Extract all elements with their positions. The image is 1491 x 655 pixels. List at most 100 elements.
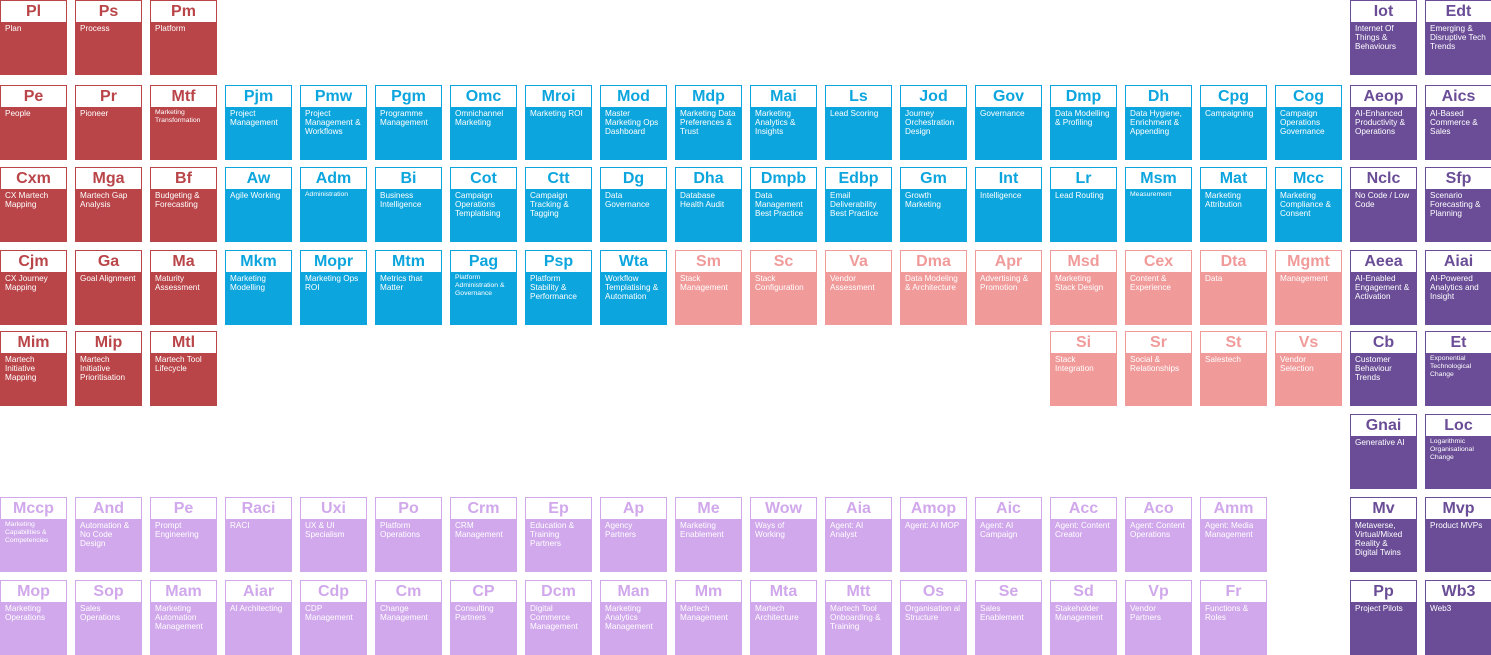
element-tile-mtt[interactable]: Mtt Martech Tool Onboarding & Training xyxy=(825,580,892,655)
element-tile-gov[interactable]: Gov Governance xyxy=(975,85,1042,160)
element-tile-aeop[interactable]: Aeop AI-Enhanced Productivity & Operation… xyxy=(1350,85,1417,160)
element-tile-pl[interactable]: Pl Plan xyxy=(0,0,67,75)
element-tile-mim[interactable]: Mim Martech Initiative Mapping xyxy=(0,331,67,406)
element-tile-crm[interactable]: Crm CRM Management xyxy=(450,497,517,572)
element-tile-msd[interactable]: Msd Marketing Stack Design xyxy=(1050,250,1117,325)
element-tile-mdp[interactable]: Mdp Marketing Data Preferences & Trust xyxy=(675,85,742,160)
element-tile-iot[interactable]: Iot Internet Of Things & Behaviours xyxy=(1350,0,1417,75)
element-tile-edt[interactable]: Edt Emerging & Disruptive Tech Trends xyxy=(1425,0,1491,75)
element-tile-aeea[interactable]: Aeea AI-Enabled Engagement & Activation xyxy=(1350,250,1417,325)
element-tile-int[interactable]: Int Intelligence xyxy=(975,167,1042,242)
element-tile-aiar[interactable]: Aiar AI Architecting xyxy=(225,580,292,655)
element-tile-wow[interactable]: Wow Ways of Working xyxy=(750,497,817,572)
element-tile-cjm[interactable]: Cjm CX Journey Mapping xyxy=(0,250,67,325)
element-tile-dcm[interactable]: Dcm Digital Commerce Management xyxy=(525,580,592,655)
element-tile-mod[interactable]: Mod Master Marketing Ops Dashboard xyxy=(600,85,667,160)
element-tile-lr[interactable]: Lr Lead Routing xyxy=(1050,167,1117,242)
element-tile-ps[interactable]: Ps Process xyxy=(75,0,142,75)
element-tile-ap[interactable]: Ap Agency Partners xyxy=(600,497,667,572)
element-tile-msm[interactable]: Msm Measurement xyxy=(1125,167,1192,242)
element-tile-mtm[interactable]: Mtm Metrics that Matter xyxy=(375,250,442,325)
element-tile-bi[interactable]: Bi Business Intelligence xyxy=(375,167,442,242)
element-tile-cpg[interactable]: Cpg Campaigning xyxy=(1200,85,1267,160)
element-tile-gm[interactable]: Gm Growth Marketing xyxy=(900,167,967,242)
element-tile-si[interactable]: Si Stack Integration xyxy=(1050,331,1117,406)
element-tile-mccp[interactable]: Mccp Marketing Capabilities & Competencie… xyxy=(0,497,67,572)
element-tile-pm[interactable]: Pm Platform xyxy=(150,0,217,75)
element-tile-raci[interactable]: Raci RACI xyxy=(225,497,292,572)
element-tile-gnai[interactable]: Gnai Generative AI xyxy=(1350,414,1417,489)
element-tile-dh[interactable]: Dh Data Hygiene, Enrichment & Appending xyxy=(1125,85,1192,160)
element-tile-mcc[interactable]: Mcc Marketing Compliance & Consent xyxy=(1275,167,1342,242)
element-tile-cex[interactable]: Cex Content & Experience xyxy=(1125,250,1192,325)
element-tile-cb[interactable]: Cb Customer Behaviour Trends xyxy=(1350,331,1417,406)
element-tile-nclc[interactable]: Nclc No Code / Low Code xyxy=(1350,167,1417,242)
element-tile-dmpb[interactable]: Dmpb Data Management Best Practice xyxy=(750,167,817,242)
element-tile-cp[interactable]: CP Consulting Partners xyxy=(450,580,517,655)
element-tile-pe[interactable]: Pe Prompt Engineering xyxy=(150,497,217,572)
element-tile-aic[interactable]: Aic Agent: AI Campaign xyxy=(975,497,1042,572)
element-tile-mta[interactable]: Mta Martech Architecture xyxy=(750,580,817,655)
element-tile-pe[interactable]: Pe People xyxy=(0,85,67,160)
element-tile-ep[interactable]: Ep Education & Training Partners xyxy=(525,497,592,572)
element-tile-amm[interactable]: Amm Agent: Media Management xyxy=(1200,497,1267,572)
element-tile-loc[interactable]: Loc Logarithmic Organisational Change xyxy=(1425,414,1491,489)
element-tile-mvp[interactable]: Mvp Product MVPs xyxy=(1425,497,1491,572)
element-tile-mga[interactable]: Mga Martech Gap Analysis xyxy=(75,167,142,242)
element-tile-vp[interactable]: Vp Vendor Partners xyxy=(1125,580,1192,655)
element-tile-ga[interactable]: Ga Goal Alignment xyxy=(75,250,142,325)
element-tile-acc[interactable]: Acc Agent: Content Creator xyxy=(1050,497,1117,572)
element-tile-sfp[interactable]: Sfp Scenario Forecasting & Planning xyxy=(1425,167,1491,242)
element-tile-ma[interactable]: Ma Maturity Assessment xyxy=(150,250,217,325)
element-tile-aco[interactable]: Aco Agent: Content Operations xyxy=(1125,497,1192,572)
element-tile-and[interactable]: And Automation & No Code Design xyxy=(75,497,142,572)
element-tile-mgmt[interactable]: Mgmt Management xyxy=(1275,250,1342,325)
element-tile-edbp[interactable]: Edbp Email Deliverability Best Practice xyxy=(825,167,892,242)
element-tile-mtf[interactable]: Mtf Marketing Transformation xyxy=(150,85,217,160)
element-tile-pmw[interactable]: Pmw Project Management & Workflows xyxy=(300,85,367,160)
element-tile-mroi[interactable]: Mroi Marketing ROI xyxy=(525,85,592,160)
element-tile-mip[interactable]: Mip Martech Initiative Prioritisation xyxy=(75,331,142,406)
element-tile-mkm[interactable]: Mkm Marketing Modelling xyxy=(225,250,292,325)
element-tile-ctt[interactable]: Ctt Campaign Tracking & Tagging xyxy=(525,167,592,242)
element-tile-mop[interactable]: Mop Marketing Operations xyxy=(0,580,67,655)
element-tile-sm[interactable]: Sm Stack Management xyxy=(675,250,742,325)
element-tile-bf[interactable]: Bf Budgeting & Forecasting xyxy=(150,167,217,242)
element-tile-mtl[interactable]: Mtl Martech Tool Lifecycle xyxy=(150,331,217,406)
element-tile-mm[interactable]: Mm Martech Management xyxy=(675,580,742,655)
element-tile-po[interactable]: Po Platform Operations xyxy=(375,497,442,572)
element-tile-pgm[interactable]: Pgm Programme Management xyxy=(375,85,442,160)
element-tile-cdp[interactable]: Cdp CDP Management xyxy=(300,580,367,655)
element-tile-amop[interactable]: Amop Agent: AI MOP xyxy=(900,497,967,572)
element-tile-sd[interactable]: Sd Stakeholder Management xyxy=(1050,580,1117,655)
element-tile-os[interactable]: Os Organisation al Structure xyxy=(900,580,967,655)
element-tile-et[interactable]: Et Exponential Technological Change xyxy=(1425,331,1491,406)
element-tile-me[interactable]: Me Marketing Enablement xyxy=(675,497,742,572)
element-tile-uxi[interactable]: Uxi UX & UI Specialism xyxy=(300,497,367,572)
element-tile-se[interactable]: Se Sales Enablement xyxy=(975,580,1042,655)
element-tile-mv[interactable]: Mv Metaverse, Virtual/Mixed Reality & Dig… xyxy=(1350,497,1417,572)
element-tile-fr[interactable]: Fr Functions & Roles xyxy=(1200,580,1267,655)
element-tile-man[interactable]: Man Marketing Analytics Management xyxy=(600,580,667,655)
element-tile-pjm[interactable]: Pjm Project Management xyxy=(225,85,292,160)
element-tile-sc[interactable]: Sc Stack Configuration xyxy=(750,250,817,325)
element-tile-jod[interactable]: Jod Journey Orchestration Design xyxy=(900,85,967,160)
element-tile-vs[interactable]: Vs Vendor Selection xyxy=(1275,331,1342,406)
element-tile-wb3[interactable]: Wb3 Web3 xyxy=(1425,580,1491,655)
element-tile-dta[interactable]: Dta Data xyxy=(1200,250,1267,325)
element-tile-va[interactable]: Va Vendor Assessment xyxy=(825,250,892,325)
element-tile-wta[interactable]: Wta Workflow Templatising & Automation xyxy=(600,250,667,325)
element-tile-sr[interactable]: Sr Social & Relationships xyxy=(1125,331,1192,406)
element-tile-psp[interactable]: Psp Platform Stability & Performance xyxy=(525,250,592,325)
element-tile-dha[interactable]: Dha Database Health Audit xyxy=(675,167,742,242)
element-tile-dmp[interactable]: Dmp Data Modelling & Profiling xyxy=(1050,85,1117,160)
element-tile-cm[interactable]: Cm Change Management xyxy=(375,580,442,655)
element-tile-dma[interactable]: Dma Data Modeling & Architecture xyxy=(900,250,967,325)
element-tile-cog[interactable]: Cog Campaign Operations Governance xyxy=(1275,85,1342,160)
element-tile-ls[interactable]: Ls Lead Scoring xyxy=(825,85,892,160)
element-tile-pag[interactable]: Pag Platform Administration & Governance xyxy=(450,250,517,325)
element-tile-st[interactable]: St Salestech xyxy=(1200,331,1267,406)
element-tile-aics[interactable]: Aics AI-Based Commerce & Sales xyxy=(1425,85,1491,160)
element-tile-dg[interactable]: Dg Data Governance xyxy=(600,167,667,242)
element-tile-mam[interactable]: Mam Marketing Automation Management xyxy=(150,580,217,655)
